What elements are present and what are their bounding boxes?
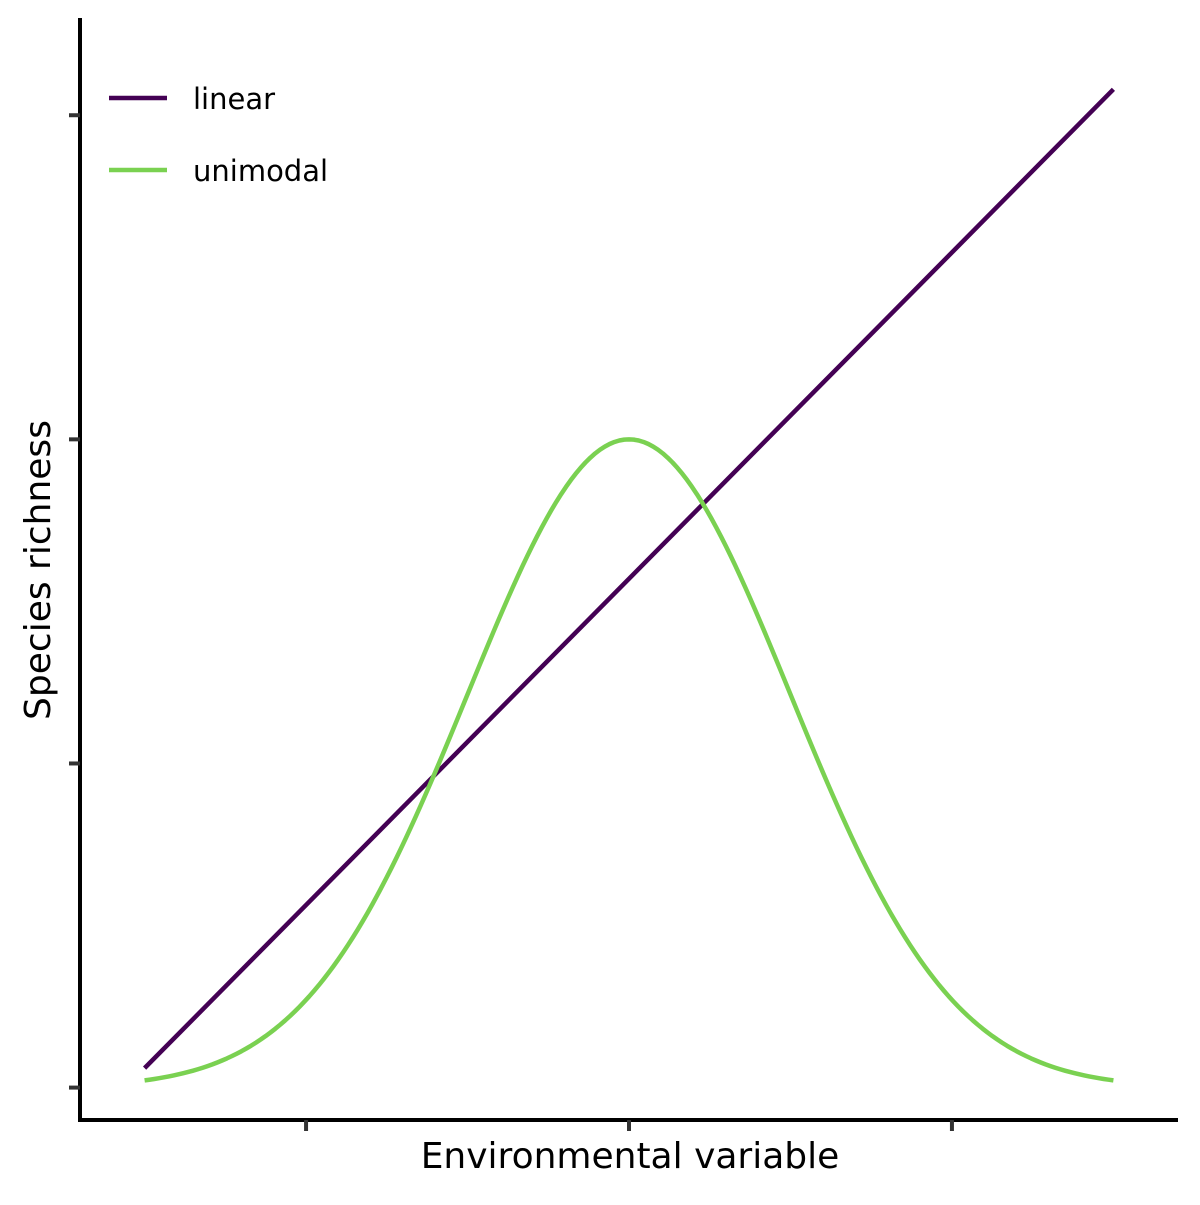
- series-line-linear: [142, 87, 1116, 1070]
- series-layer: [142, 87, 1116, 1083]
- legend-label-linear: linear: [193, 82, 275, 116]
- legend: linear unimodal: [109, 82, 328, 188]
- series-line-unimodal: [144, 437, 1114, 1083]
- legend-label-unimodal: unimodal: [193, 154, 328, 188]
- ticks-layer: [69, 113, 954, 1131]
- y-axis-title: Species richness: [18, 420, 59, 720]
- x-axis-title: Environmental variable: [421, 1136, 840, 1177]
